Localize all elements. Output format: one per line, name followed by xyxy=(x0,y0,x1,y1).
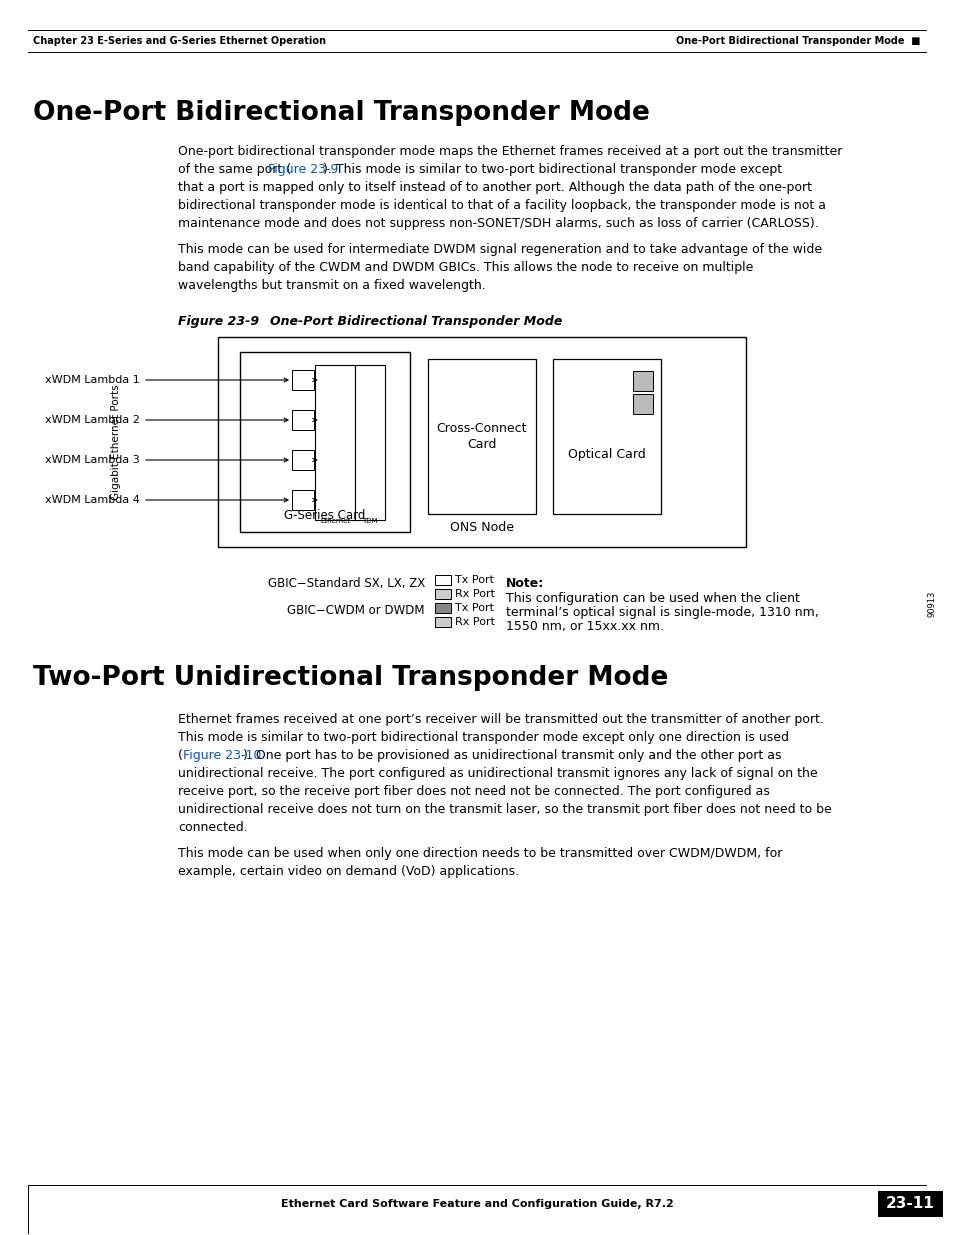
Text: xWDM Lambda 1: xWDM Lambda 1 xyxy=(45,375,140,385)
Bar xyxy=(633,370,652,391)
Text: GBIC−Standard SX, LX, ZX: GBIC−Standard SX, LX, ZX xyxy=(268,577,424,589)
Text: This configuration can be used when the client: This configuration can be used when the … xyxy=(505,592,799,605)
Text: Cross-Connect
Card: Cross-Connect Card xyxy=(436,422,527,451)
Text: xWDM Lambda 2: xWDM Lambda 2 xyxy=(45,415,140,425)
Text: 23-11: 23-11 xyxy=(885,1197,934,1212)
Text: Tx Port: Tx Port xyxy=(455,603,494,613)
Text: One-Port Bidirectional Transponder Mode: One-Port Bidirectional Transponder Mode xyxy=(270,315,561,329)
Text: This mode can be used when only one direction needs to be transmitted over CWDM/: This mode can be used when only one dire… xyxy=(178,847,781,860)
Text: 90913: 90913 xyxy=(926,590,936,618)
Text: xWDM Lambda 4: xWDM Lambda 4 xyxy=(45,495,140,505)
Text: that a port is mapped only to itself instead of to another port. Although the da: that a port is mapped only to itself ins… xyxy=(178,182,811,194)
Text: Tx Port: Tx Port xyxy=(455,576,494,585)
Text: of the same port (: of the same port ( xyxy=(178,163,291,177)
Text: unidirectional receive does not turn on the transmit laser, so the transmit port: unidirectional receive does not turn on … xyxy=(178,803,831,816)
Bar xyxy=(435,603,451,613)
Text: connected.: connected. xyxy=(178,821,248,834)
Bar xyxy=(292,450,314,471)
Bar xyxy=(877,1191,942,1216)
Text: Gigabit Ethernet Ports: Gigabit Ethernet Ports xyxy=(111,384,121,500)
Bar xyxy=(292,410,314,430)
Text: (: ( xyxy=(178,748,183,762)
Text: wavelengths but transmit on a fixed wavelength.: wavelengths but transmit on a fixed wave… xyxy=(178,279,485,291)
Bar xyxy=(435,618,451,627)
Text: Figure 23-9: Figure 23-9 xyxy=(178,315,259,329)
Bar xyxy=(292,490,314,510)
Text: Figure 23-10: Figure 23-10 xyxy=(183,748,261,762)
Bar xyxy=(428,359,536,514)
Text: Ethernet frames received at one port’s receiver will be transmitted out the tran: Ethernet frames received at one port’s r… xyxy=(178,713,823,726)
Text: unidirectional receive. The port configured as unidirectional transmit ignores a: unidirectional receive. The port configu… xyxy=(178,767,817,781)
Text: band capability of the CWDM and DWDM GBICs. This allows the node to receive on m: band capability of the CWDM and DWDM GBI… xyxy=(178,261,753,274)
Text: Note:: Note: xyxy=(505,577,543,590)
Text: One-Port Bidirectional Transponder Mode  ■: One-Port Bidirectional Transponder Mode … xyxy=(676,36,920,46)
Bar xyxy=(218,337,745,547)
Text: ONS Node: ONS Node xyxy=(450,521,514,534)
Text: Rx Port: Rx Port xyxy=(455,618,495,627)
Text: G-Series Card: G-Series Card xyxy=(284,509,365,522)
Text: Optical Card: Optical Card xyxy=(568,448,645,461)
Text: GBIC−CWDM or DWDM: GBIC−CWDM or DWDM xyxy=(287,604,424,618)
Text: Ethernet Card Software Feature and Configuration Guide, R7.2: Ethernet Card Software Feature and Confi… xyxy=(280,1199,673,1209)
Bar xyxy=(633,394,652,414)
Text: ). This mode is similar to two-port bidirectional transponder mode except: ). This mode is similar to two-port bidi… xyxy=(323,163,781,177)
Text: receive port, so the receive port fiber does not need not be connected. The port: receive port, so the receive port fiber … xyxy=(178,785,769,798)
Text: maintenance mode and does not suppress non-SONET/SDH alarms, such as loss of car: maintenance mode and does not suppress n… xyxy=(178,217,818,230)
Text: This mode is similar to two-port bidirectional transponder mode except only one : This mode is similar to two-port bidirec… xyxy=(178,731,788,743)
Bar xyxy=(355,366,385,520)
Text: bidirectional transponder mode is identical to that of a facility loopback, the : bidirectional transponder mode is identi… xyxy=(178,199,825,212)
Text: example, certain video on demand (VoD) applications.: example, certain video on demand (VoD) a… xyxy=(178,864,518,878)
Bar xyxy=(292,370,314,390)
Text: terminal’s optical signal is single-mode, 1310 nm,: terminal’s optical signal is single-mode… xyxy=(505,606,818,619)
Text: xWDM Lambda 3: xWDM Lambda 3 xyxy=(45,454,140,466)
Text: Rx Port: Rx Port xyxy=(455,589,495,599)
Bar xyxy=(435,576,451,585)
Text: This mode can be used for intermediate DWDM signal regeneration and to take adva: This mode can be used for intermediate D… xyxy=(178,243,821,256)
Text: One-port bidirectional transponder mode maps the Ethernet frames received at a p: One-port bidirectional transponder mode … xyxy=(178,144,841,158)
Text: 1550 nm, or 15xx.xx nm.: 1550 nm, or 15xx.xx nm. xyxy=(505,620,663,634)
Bar xyxy=(314,366,355,520)
Text: Figure 23-9: Figure 23-9 xyxy=(268,163,338,177)
Bar xyxy=(240,352,410,532)
Text: Ethernet: Ethernet xyxy=(319,517,350,524)
Text: Two-Port Unidirectional Transponder Mode: Two-Port Unidirectional Transponder Mode xyxy=(33,664,668,692)
Text: TDM: TDM xyxy=(362,517,377,524)
Bar xyxy=(435,589,451,599)
Text: One-Port Bidirectional Transponder Mode: One-Port Bidirectional Transponder Mode xyxy=(33,100,649,126)
Text: ). One port has to be provisioned as unidirectional transmit only and the other : ). One port has to be provisioned as uni… xyxy=(243,748,781,762)
Text: Chapter 23 E-Series and G-Series Ethernet Operation: Chapter 23 E-Series and G-Series Etherne… xyxy=(33,36,326,46)
Bar xyxy=(553,359,660,514)
